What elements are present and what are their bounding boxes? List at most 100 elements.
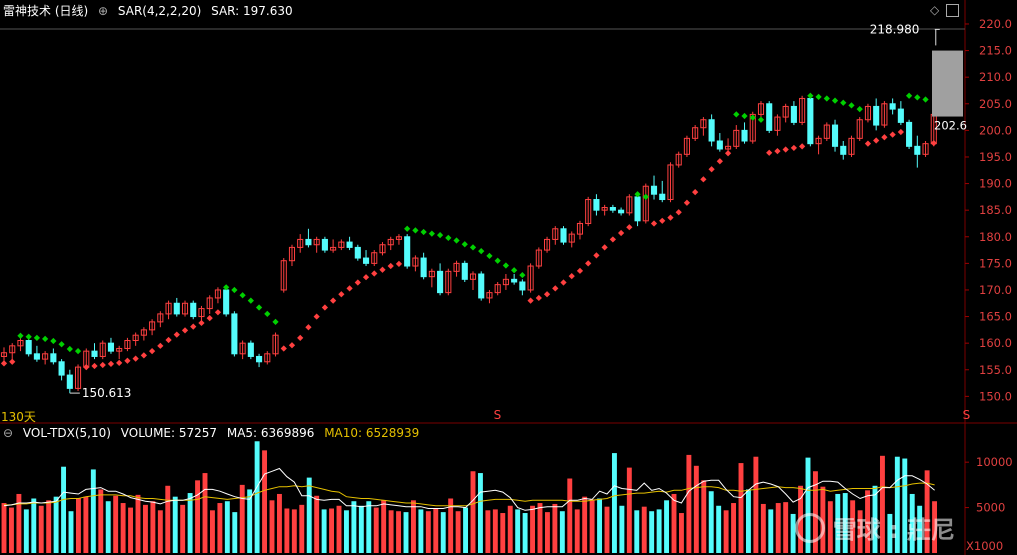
- volume-bar: [150, 501, 156, 553]
- sell-signal-marker: S: [963, 408, 971, 422]
- candle-body: [675, 153, 682, 166]
- candle-body: [42, 353, 49, 360]
- sar-dot: [445, 234, 452, 241]
- candle-body: [889, 103, 896, 110]
- volume-bar: [455, 511, 461, 553]
- sar-dot: [609, 236, 616, 243]
- candle-body: [116, 347, 123, 352]
- sar-dot: [700, 176, 707, 183]
- price-tick-label: 175.0: [979, 256, 1012, 270]
- sar-dot: [692, 188, 699, 196]
- sar-dot: [9, 358, 16, 365]
- sar-dot: [897, 128, 904, 136]
- sar-dot: [395, 260, 403, 268]
- candle-body: [437, 270, 444, 294]
- sar-dot: [338, 291, 345, 298]
- volume-bar: [477, 473, 483, 553]
- indicator-name[interactable]: SAR(4,2,2,20): [117, 4, 202, 18]
- candle-body: [560, 228, 567, 243]
- sar-dot: [428, 230, 435, 237]
- diamond-icon[interactable]: ◇: [930, 3, 940, 17]
- sar-dot: [856, 105, 863, 113]
- volume-bar: [470, 471, 476, 553]
- sar-dot: [576, 267, 584, 274]
- volume-bar: [552, 503, 558, 553]
- candle-body: [799, 97, 806, 123]
- sar-dot: [914, 94, 921, 101]
- candle-body: [453, 262, 460, 272]
- price-tick-label: 190.0: [979, 177, 1012, 191]
- volume-indicator-name[interactable]: VOL-TDX(5,10): [22, 426, 111, 440]
- volume-bar: [611, 453, 617, 553]
- candle-body: [494, 284, 501, 294]
- volume-bar: [753, 456, 759, 553]
- price-tick-label: 155.0: [979, 363, 1012, 377]
- volume-bar: [515, 509, 521, 553]
- candle-body: [272, 334, 279, 355]
- sar-dot: [922, 96, 929, 103]
- sar-dot: [659, 217, 666, 224]
- candle-body: [288, 246, 296, 262]
- volume-bar: [701, 480, 707, 553]
- sar-dot: [675, 209, 682, 216]
- sar-dot: [469, 244, 477, 251]
- sar-dot: [873, 137, 880, 144]
- watermark-text: 雪球 : 莊尼: [832, 516, 955, 544]
- candle-body: [17, 340, 24, 347]
- candle-body: [362, 257, 370, 264]
- volume-bar: [410, 500, 416, 553]
- volume-bar: [105, 501, 111, 553]
- volume-bar: [448, 498, 454, 553]
- volume-bar: [902, 458, 908, 553]
- candle-body: [848, 137, 855, 155]
- volume-bar: [805, 457, 811, 553]
- volume-bar: [306, 477, 312, 553]
- volume-bar: [544, 512, 550, 553]
- candle-body: [140, 329, 147, 336]
- volume-bar: [582, 496, 588, 553]
- candle-body: [149, 321, 156, 331]
- sar-dot: [412, 227, 419, 234]
- volume-bar: [321, 509, 327, 553]
- sar-dot: [17, 332, 24, 339]
- collapse-icon[interactable]: ⊖: [3, 426, 14, 440]
- volume-bar: [686, 454, 692, 553]
- candle-body: [568, 233, 575, 243]
- candle-body: [469, 273, 477, 280]
- sar-dot: [420, 228, 427, 236]
- candle-body: [667, 164, 674, 201]
- volume-bar: [507, 505, 513, 553]
- volume-bar: [641, 506, 647, 553]
- sell-signal-marker: S: [494, 408, 502, 422]
- ma10-value: MA10: 6528939: [324, 426, 420, 440]
- sar-dot: [173, 331, 180, 338]
- candle-body: [906, 121, 913, 147]
- sar-dot: [741, 112, 748, 120]
- candle-body: [50, 353, 57, 363]
- volume-bar: [619, 505, 625, 553]
- volume-bar: [358, 505, 364, 553]
- volume-bar: [530, 505, 536, 553]
- volume-bar: [537, 503, 543, 553]
- price-candles: [0, 95, 937, 394]
- volume-bar: [500, 513, 506, 553]
- stock-title: 雷神技术 (日线): [3, 4, 89, 18]
- candle-body: [75, 366, 82, 389]
- price-tick-label: 215.0: [979, 44, 1012, 58]
- sar-dot: [552, 285, 559, 292]
- candle-body: [387, 238, 394, 246]
- volume-bar: [1, 503, 7, 553]
- volume-bar: [574, 509, 580, 553]
- candle-body: [683, 137, 690, 155]
- candle-body: [157, 313, 164, 323]
- expand-icon[interactable]: ⊕: [98, 4, 109, 18]
- panel-toggle-button[interactable]: [946, 4, 959, 17]
- volume-value: VOLUME: 57257: [120, 426, 218, 440]
- price-tick-label: 205.0: [979, 97, 1012, 111]
- sar-dot: [478, 248, 485, 255]
- price-tick-label: 185.0: [979, 203, 1012, 217]
- sar-dot: [50, 337, 57, 345]
- sar-dot: [157, 342, 164, 349]
- price-tick-label: 210.0: [979, 70, 1012, 84]
